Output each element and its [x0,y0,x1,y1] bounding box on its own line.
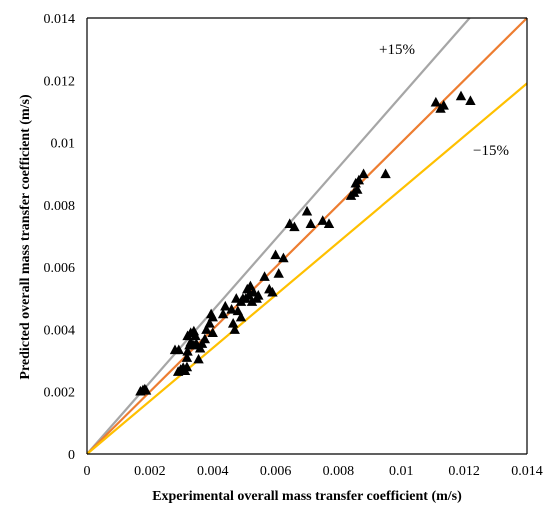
data-points [135,90,476,396]
data-point [181,352,193,362]
data-point [235,311,247,322]
data-point [182,346,193,356]
minus-15-percent-label: −15% [473,143,509,159]
data-point [226,303,237,314]
data-point [193,353,204,364]
x-tick-label: 0.012 [448,464,480,479]
data-point [430,96,442,107]
reference-lines [86,17,528,455]
data-point [323,218,335,228]
x-tick-label: 0.002 [134,464,166,479]
data-point [229,324,240,334]
data-point [270,249,281,260]
data-point [217,308,229,319]
y-tick-label: 0.012 [44,74,76,89]
plus-15-percent-label: +15% [379,42,415,58]
data-point [438,100,449,110]
data-point [278,252,289,263]
data-point [207,311,218,322]
data-point [245,280,256,291]
x-tick-label: 0.006 [260,464,292,479]
parity-line [86,17,528,455]
data-point [289,221,300,232]
x-tick-labels: 0 0.002 0.004 0.006 0.008 0.01 0.012 0.014 [84,464,543,479]
data-point [253,289,264,300]
data-point [352,184,363,194]
data-point [220,300,231,311]
x-tick-label: 0.004 [197,464,229,479]
y-tick-label: 0.002 [44,386,76,401]
data-point [380,168,391,179]
x-axis-title: Experimental overall mass transfer coeff… [152,489,462,504]
data-point [232,305,244,316]
y-tick-labels: 0 0.002 0.004 0.006 0.008 0.01 0.012 0.014 [44,12,76,463]
y-tick-label: 0.01 [51,137,76,152]
x-tick-label: 0.008 [323,464,355,479]
data-point [455,90,467,101]
data-point [140,384,152,395]
data-point [273,268,284,278]
data-point [305,218,316,228]
y-tick-label: 0.008 [44,199,76,214]
data-point [465,95,476,105]
data-point [181,361,193,372]
data-point [267,286,278,297]
x-tick-label: 0 [84,464,91,479]
y-axis-title: Predicted overall mass transfer coeffici… [18,94,33,380]
data-point [201,324,212,334]
minus-15-percent-line [86,82,528,455]
data-point [358,168,369,179]
data-point [301,205,313,216]
data-point [317,215,328,225]
data-point [190,330,201,341]
y-tick-label: 0.006 [44,261,76,276]
y-tick-label: 0.014 [44,12,76,27]
data-point [173,344,184,355]
data-point [204,318,215,328]
axes [86,17,528,455]
data-point [207,327,218,337]
data-point [259,271,270,281]
y-tick-label: 0 [68,448,75,463]
x-tick-label: 0.01 [389,464,414,479]
y-tick-label: 0.004 [44,323,76,338]
data-point [243,289,255,300]
data-point [199,333,211,344]
data-point [246,296,258,306]
data-point [227,318,239,328]
plus-15-percent-line [86,17,471,455]
data-point [353,174,365,185]
x-tick-label: 0.014 [511,464,543,479]
